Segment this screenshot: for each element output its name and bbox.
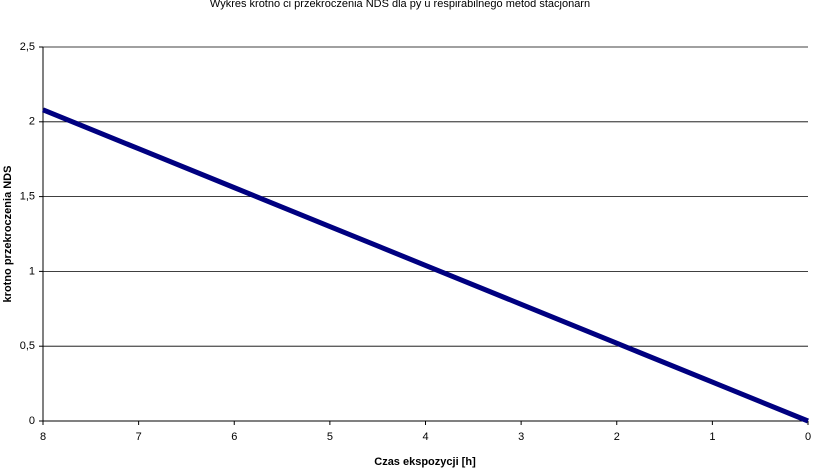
x-tick-label: 6 (231, 431, 237, 443)
y-tick-label: 1 (29, 265, 35, 277)
y-tick-label: 2,5 (20, 41, 35, 53)
chart-title: Wykres krotno ci przekroczenia NDS dla p… (210, 0, 590, 10)
x-tick-label: 0 (805, 431, 811, 443)
x-tick-label: 8 (40, 431, 46, 443)
x-tick-label: 4 (422, 431, 428, 443)
x-tick-label: 5 (327, 431, 333, 443)
x-axis-label: Czas ekspozycji [h] (374, 456, 476, 468)
x-tick-label: 7 (136, 431, 142, 443)
y-axis-label: krotno przekroczenia NDS (2, 166, 14, 303)
y-tick-label: 2 (29, 116, 35, 128)
x-tick-label: 1 (709, 431, 715, 443)
x-tick-label: 2 (614, 431, 620, 443)
y-tick-label: 0 (29, 415, 35, 427)
y-tick-label: 1,5 (20, 191, 35, 203)
data-line (42, 107, 809, 424)
x-tick-label: 3 (518, 431, 524, 443)
y-tick-label: 0,5 (20, 340, 35, 352)
